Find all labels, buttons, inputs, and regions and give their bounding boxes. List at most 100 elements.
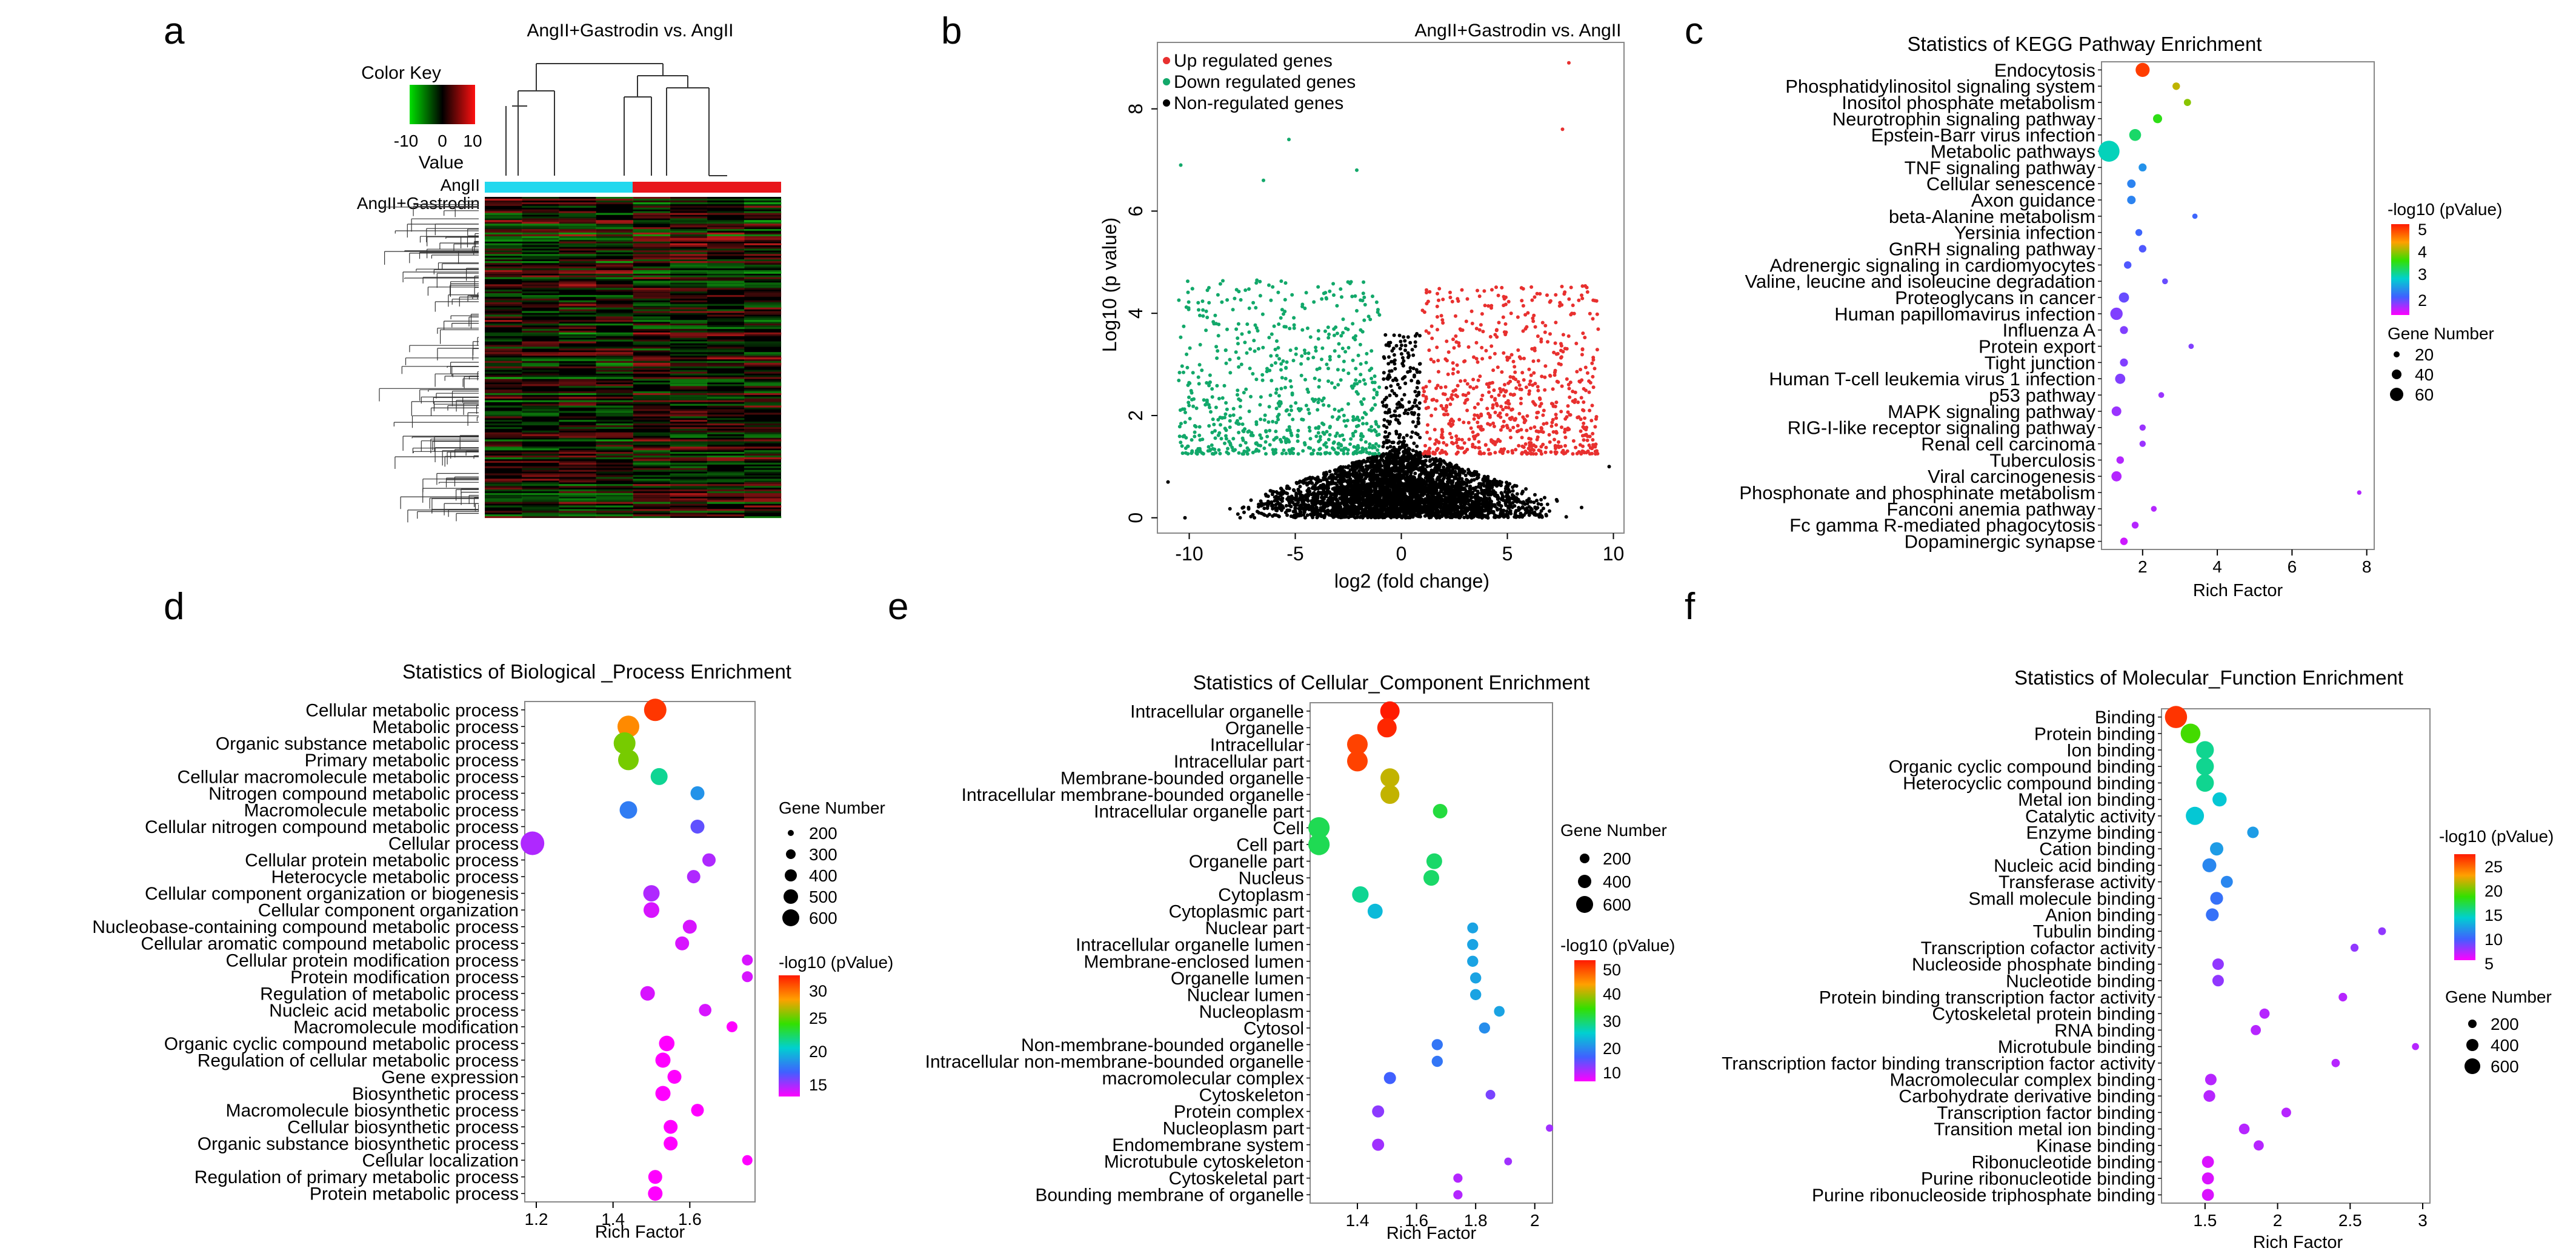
- heatmap-cell: [522, 460, 559, 463]
- heatmap-cell: [670, 202, 708, 205]
- heatmap-cell: [633, 434, 671, 436]
- volcano-point: [1433, 485, 1437, 489]
- heatmap-cell: [744, 370, 782, 372]
- heatmap-cell: [485, 275, 522, 277]
- heatmap-cell: [633, 270, 671, 272]
- volcano-point: [1508, 489, 1512, 494]
- volcano-point: [1400, 356, 1405, 360]
- heatmap-cell: [596, 259, 633, 262]
- volcano-point: [1431, 473, 1436, 477]
- heatmap-cell: [596, 337, 633, 340]
- heatmap-cell: [596, 402, 633, 404]
- heatmap-cell: [596, 414, 633, 417]
- heatmap-cell: [596, 452, 633, 454]
- volcano-point: [1319, 514, 1323, 518]
- heatmap-cell: [633, 393, 671, 396]
- volcano-point: [1274, 490, 1279, 494]
- volcano-point: [1375, 455, 1379, 459]
- heatmap-cell: [559, 330, 596, 333]
- heatmap-cell: [707, 391, 745, 394]
- heatmap-cell: [744, 282, 782, 285]
- volcano-point: [1473, 500, 1477, 504]
- heatmap-cell: [596, 364, 633, 367]
- heatmap-cell: [633, 302, 671, 304]
- volcano-point: [1523, 502, 1527, 506]
- heatmap-cell: [485, 391, 522, 394]
- heatmap-cell: [670, 393, 708, 396]
- heatmap-cell: [670, 296, 708, 299]
- volcano-point: [1486, 516, 1490, 520]
- volcano-point: [1378, 513, 1382, 517]
- heatmap-cell: [707, 282, 745, 285]
- heatmap-cell: [633, 414, 671, 417]
- volcano-point: [1493, 479, 1497, 483]
- heatmap-cell: [596, 393, 633, 396]
- heatmap-cell: [559, 284, 596, 287]
- heatmap-cell: [707, 294, 745, 297]
- heatmap-cell: [707, 366, 745, 368]
- heatmap-cell: [707, 462, 745, 465]
- volcano-point: [1380, 453, 1385, 457]
- heatmap-cell: [485, 420, 522, 422]
- heatmap-cell: [670, 416, 708, 419]
- heatmap-cell: [633, 230, 671, 233]
- heatmap-cell: [707, 309, 745, 311]
- heatmap-cell: [559, 211, 596, 213]
- volcano-point: [1428, 496, 1433, 500]
- volcano-point: [1273, 506, 1277, 510]
- heatmap-cell: [522, 279, 559, 281]
- heatmap-cell: [596, 502, 633, 504]
- volcano-point: [1406, 468, 1411, 473]
- heatmap-cell: [670, 398, 708, 400]
- volcano-point: [1465, 516, 1469, 520]
- heatmap-cell: [744, 459, 782, 462]
- volcano-point: [1357, 478, 1361, 482]
- volcano-point: [1356, 512, 1360, 516]
- heatmap-cell: [559, 479, 596, 481]
- heatmap-cell: [633, 454, 671, 456]
- heatmap-cell: [707, 254, 745, 256]
- heatmap-cell: [744, 304, 782, 306]
- heatmap-cell: [670, 509, 708, 511]
- heatmap-cell: [485, 426, 522, 430]
- heatmap-cell: [670, 262, 708, 265]
- heatmap-cell: [485, 352, 522, 354]
- volcano-point: [1319, 483, 1323, 488]
- heatmap-cell: [707, 277, 745, 279]
- heatmap-cell: [670, 245, 708, 247]
- volcano-point: [1341, 465, 1345, 469]
- heatmap-cell: [485, 473, 522, 476]
- heatmap-cell: [633, 422, 671, 424]
- heatmap-cell: [633, 198, 671, 201]
- heatmap-cell: [744, 491, 782, 494]
- heatmap-cell: [596, 496, 633, 499]
- volcano-point: [1453, 494, 1457, 499]
- heatmap-cell: [596, 294, 633, 297]
- heatmap-cell: [707, 494, 745, 497]
- heatmap-cell: [707, 224, 745, 226]
- volcano-point: [1251, 513, 1255, 517]
- heatmap-cell: [559, 469, 596, 472]
- heatmap-cell: [744, 204, 782, 207]
- heatmap-cell: [670, 423, 708, 426]
- color-key-tick-neg: -10: [394, 131, 418, 150]
- heatmap-cell: [596, 443, 633, 445]
- heatmap-cell: [707, 273, 745, 276]
- heatmap-cell: [485, 236, 522, 239]
- heatmap-cell: [670, 486, 708, 488]
- heatmap-cell: [670, 294, 708, 297]
- volcano-point: [1445, 509, 1449, 514]
- heatmap-cell: [596, 505, 633, 508]
- heatmap-cell: [670, 284, 708, 287]
- heatmap-cell: [485, 482, 522, 485]
- heatmap-cell: [485, 216, 522, 219]
- heatmap-cell: [596, 339, 633, 342]
- heatmap-cell: [485, 413, 522, 415]
- volcano-point: [1478, 499, 1482, 503]
- heatmap-cell: [485, 502, 522, 504]
- heatmap-cell: [707, 270, 745, 272]
- heatmap-cell: [522, 288, 559, 290]
- volcano-point: [1299, 480, 1303, 484]
- heatmap-cell: [596, 239, 633, 242]
- volcano-point: [1417, 468, 1421, 472]
